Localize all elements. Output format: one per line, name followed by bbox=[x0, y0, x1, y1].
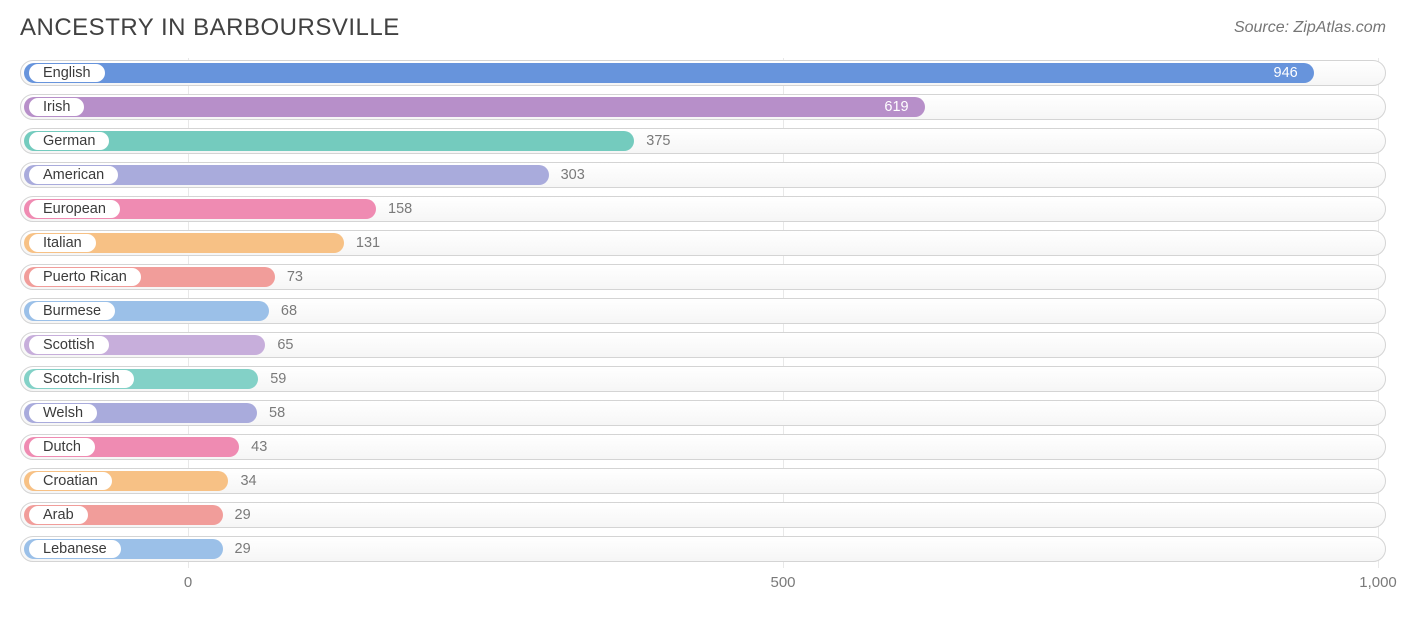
axis-tick: 0 bbox=[184, 574, 192, 591]
bar bbox=[24, 63, 1314, 83]
bar-row: Scotch-Irish 59 bbox=[20, 366, 1386, 392]
bar bbox=[24, 131, 634, 151]
ancestry-chart: ANCESTRY IN BARBOURSVILLE Source: ZipAtl… bbox=[0, 0, 1406, 598]
bar-row: Croatian 34 bbox=[20, 468, 1386, 494]
bar-label-pill: Arab bbox=[28, 505, 89, 525]
chart-title: ANCESTRY IN BARBOURSVILLE bbox=[20, 14, 400, 42]
bar-row: Italian 131 bbox=[20, 230, 1386, 256]
bar-row: Scottish 65 bbox=[20, 332, 1386, 358]
bar-row: Arab 29 bbox=[20, 502, 1386, 528]
axis-tick: 500 bbox=[770, 574, 795, 591]
bar-label-pill: European bbox=[28, 199, 121, 219]
bar-row: Dutch 43 bbox=[20, 434, 1386, 460]
bar-value: 43 bbox=[251, 434, 267, 460]
bar-label-pill: American bbox=[28, 165, 119, 185]
bar-value: 303 bbox=[561, 162, 585, 188]
bar-label-pill: German bbox=[28, 131, 110, 151]
bar-label-pill: Burmese bbox=[28, 301, 116, 321]
bar-label-pill: Scotch-Irish bbox=[28, 369, 135, 389]
bar-value: 131 bbox=[356, 230, 380, 256]
bar-value: 59 bbox=[270, 366, 286, 392]
bar-row: European 158 bbox=[20, 196, 1386, 222]
bar-label-pill: Scottish bbox=[28, 335, 110, 355]
bar-track bbox=[20, 536, 1386, 562]
bar-label-pill: Irish bbox=[28, 97, 85, 117]
bar-value: 158 bbox=[388, 196, 412, 222]
bar-label-pill: Italian bbox=[28, 233, 97, 253]
bar-label-pill: Croatian bbox=[28, 471, 113, 491]
plot-area: English 946 Irish 619 German 375 American 303 Eu… bbox=[0, 50, 1406, 562]
bar-label-pill: Lebanese bbox=[28, 539, 122, 559]
bar-value: 375 bbox=[646, 128, 670, 154]
bar-value: 946 bbox=[1274, 60, 1298, 86]
bar-value: 65 bbox=[277, 332, 293, 358]
bar-value: 73 bbox=[287, 264, 303, 290]
bar-row: Lebanese 29 bbox=[20, 536, 1386, 562]
x-axis: 05001,000 bbox=[20, 570, 1386, 598]
bar-value: 34 bbox=[240, 468, 256, 494]
bar-row: Burmese 68 bbox=[20, 298, 1386, 324]
bar-value: 29 bbox=[235, 536, 251, 562]
chart-header: ANCESTRY IN BARBOURSVILLE Source: ZipAtl… bbox=[0, 0, 1406, 50]
bar-row: German 375 bbox=[20, 128, 1386, 154]
bar-row: Welsh 58 bbox=[20, 400, 1386, 426]
bar-track bbox=[20, 502, 1386, 528]
bar-row: Irish 619 bbox=[20, 94, 1386, 120]
bar-row: English 946 bbox=[20, 60, 1386, 86]
bar-row: Puerto Rican 73 bbox=[20, 264, 1386, 290]
axis-tick: 1,000 bbox=[1359, 574, 1397, 591]
bar-label-pill: English bbox=[28, 63, 106, 83]
bar-label-pill: Dutch bbox=[28, 437, 96, 457]
bar-row: American 303 bbox=[20, 162, 1386, 188]
chart-source: Source: ZipAtlas.com bbox=[1234, 19, 1386, 37]
bar bbox=[24, 97, 925, 117]
bar-value: 58 bbox=[269, 400, 285, 426]
bar-value: 619 bbox=[884, 94, 908, 120]
bar-label-pill: Puerto Rican bbox=[28, 267, 142, 287]
bar-value: 29 bbox=[235, 502, 251, 528]
bar-label-pill: Welsh bbox=[28, 403, 98, 423]
bar-value: 68 bbox=[281, 298, 297, 324]
